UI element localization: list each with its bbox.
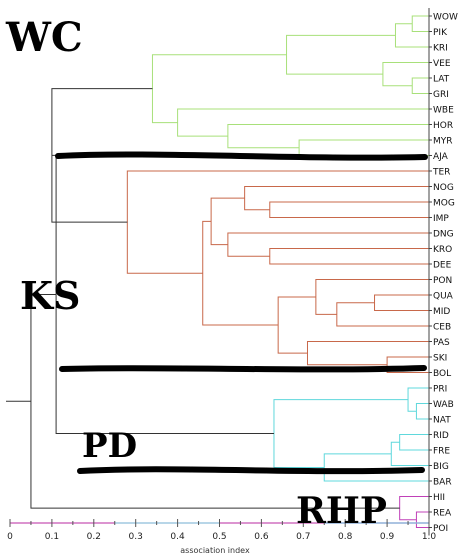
group-label-pd: PD: [82, 426, 137, 466]
branch-p3: [399, 434, 429, 451]
branch-k7: [336, 302, 429, 327]
leaf-label-mog: MOG: [433, 199, 455, 209]
branch-n4: [382, 62, 429, 87]
x-tick-label: 0.5: [212, 532, 226, 542]
x-tick-label: 0.1: [45, 532, 59, 542]
leaf-label-ceb: CEB: [433, 323, 451, 333]
leaf-label-dng: DNG: [433, 230, 454, 240]
group-label-rhp: RHP: [296, 490, 387, 532]
x-tick-label: 0.4: [170, 532, 185, 542]
leaf-label-aja: AJA: [433, 152, 449, 162]
branch-k12: [202, 220, 279, 326]
leaf-label-qua: QUA: [433, 292, 454, 302]
branch-k6: [374, 294, 429, 311]
leaf-label-kro: KRO: [433, 245, 452, 255]
x-tick-label: 0.9: [380, 532, 395, 542]
branch-nWC: [151, 54, 287, 124]
separator-wc-ks: [55, 151, 428, 161]
leaf-label-pik: PIK: [433, 28, 448, 38]
branch-k8: [315, 279, 429, 315]
branch-n7: [227, 124, 429, 149]
leaf-label-dee: DEE: [433, 261, 452, 271]
x-tick-label: 0.3: [129, 532, 143, 542]
leaf-label-pas: PAS: [433, 338, 450, 348]
branch-k4: [227, 232, 429, 257]
leaf-label-ter: TER: [432, 168, 450, 178]
leaf-label-mid: MID: [433, 307, 450, 317]
branch-n3: [411, 77, 429, 94]
leaf-labels: WOW PIK KRI VEE LAT GRI WBE HOR MYR AJA TER NOG MOG I…: [429, 13, 458, 534]
leaf-label-rea: REA: [433, 509, 452, 519]
x-axis: 0 0.1 0.2 0.3 0.4 0.5 0.6 0.7 0.8 0.9 1.0: [7, 519, 436, 542]
leaf-label-lat: LAT: [433, 75, 450, 85]
x-tick-label: 0.6: [254, 532, 269, 542]
branch-nPD: [273, 399, 409, 468]
leaf-label-wab: WAB: [433, 400, 454, 410]
branch-n5: [286, 34, 396, 75]
leaf-label-rid: RID: [433, 431, 449, 441]
leaf-label-big: BIG: [433, 462, 449, 472]
leaf-label-hii: HII: [433, 493, 445, 503]
branch-p4: [390, 441, 429, 466]
dendrogram-branches: [6, 8, 430, 536]
branch-k2: [244, 186, 429, 211]
x-tick-label: 0.8: [338, 532, 353, 542]
leaf-label-myr: MYR: [433, 137, 453, 147]
leaf-label-wbe: WBE: [433, 106, 454, 116]
leaf-label-gri: GRI: [433, 90, 449, 100]
group-label-wc: WC: [5, 14, 83, 61]
branch-n1: [411, 15, 429, 32]
leaf-label-imp: IMP: [433, 214, 449, 224]
leaf-label-pon: PON: [433, 276, 452, 286]
x-tick-label: 0: [7, 532, 13, 542]
leaf-label-fre: FRE: [433, 447, 450, 457]
leaf-label-bar: BAR: [433, 478, 452, 488]
leaf-label-pri: PRI: [433, 385, 447, 395]
branch-n8: [177, 108, 429, 137]
branch-k3: [269, 248, 429, 265]
x-tick-label: 1.0: [422, 532, 437, 542]
branch-k1: [269, 201, 429, 218]
leaf-label-nat: NAT: [433, 416, 451, 426]
branch-p1: [415, 403, 429, 420]
leaf-label-hor: HOR: [433, 121, 453, 131]
leaf-label-kri: KRI: [433, 44, 448, 54]
leaf-label-poi: POI: [433, 524, 448, 534]
x-axis-title: association index: [180, 546, 250, 555]
leaf-label-nog: NOG: [433, 183, 454, 193]
group-label-ks: KS: [20, 273, 80, 318]
leaf-label-vee: VEE: [433, 59, 451, 69]
branch-t2: [51, 154, 274, 435]
branch-n6: [298, 139, 429, 156]
leaf-label-bol: BOL: [433, 369, 451, 379]
group-labels: WC KS PD RHP: [5, 14, 387, 532]
leaf-label-ski: SKI: [433, 354, 447, 364]
group-separators: [55, 151, 428, 475]
separator-ks-pd: [59, 365, 427, 373]
separator-pd-rhp: [77, 466, 425, 475]
branch-p2: [407, 387, 429, 412]
leaf-label-wow: WOW: [433, 13, 458, 23]
branch-root: [30, 293, 400, 509]
branch-r1: [415, 511, 429, 528]
x-tick-label: 0.2: [87, 532, 101, 542]
branch-nRHP: [399, 496, 429, 521]
x-tick-label: 0.7: [296, 532, 310, 542]
branch-k10: [306, 341, 429, 366]
branch-k11: [277, 296, 316, 354]
